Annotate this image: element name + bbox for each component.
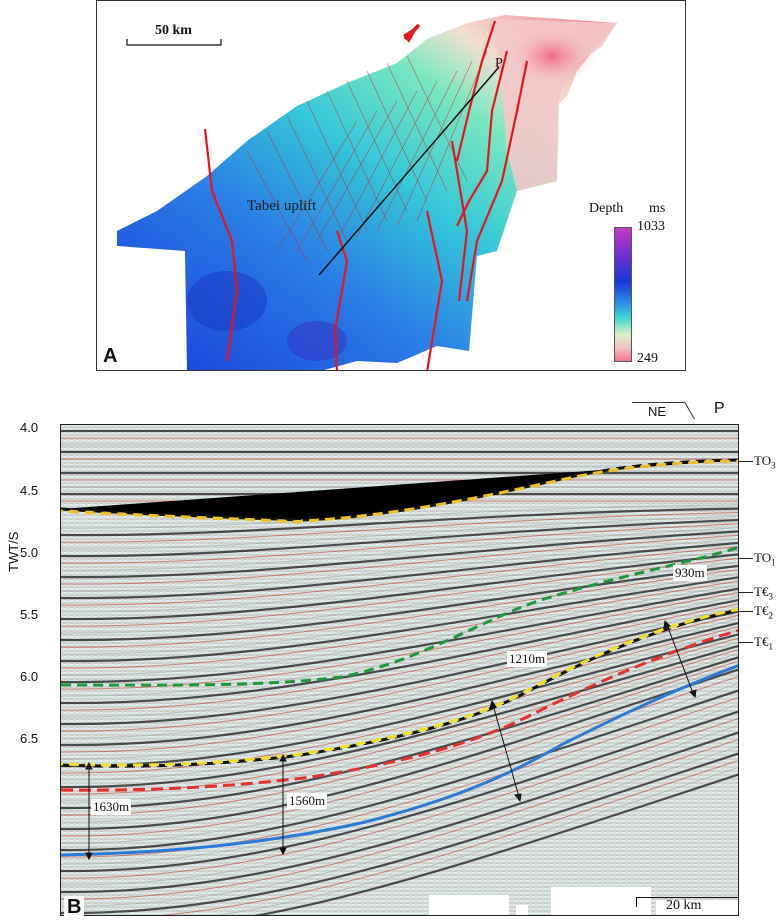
y-tick: 5.5 (20, 607, 39, 622)
reflector-line (254, 773, 738, 915)
reflector-line (61, 752, 738, 915)
horizon-label-to1: TO1 (754, 550, 776, 568)
scale-bar-b: 20 km (636, 895, 738, 915)
horizon-label-te3: T€3 (754, 584, 773, 602)
y-tick: 4.0 (20, 420, 39, 435)
depth-colorbar (614, 227, 632, 362)
reflector-line (61, 587, 738, 684)
y-tick: 4.5 (20, 483, 39, 498)
reflector-line (61, 668, 738, 831)
thickness-arrows (85, 619, 697, 861)
horizon-label-te1: T€1 (754, 634, 773, 652)
reflector-line (61, 739, 738, 900)
reflector-line (61, 504, 738, 529)
reflector-line (61, 656, 738, 810)
reflector-line (61, 530, 738, 579)
reflector-line (61, 595, 738, 697)
reflector-line (61, 610, 738, 726)
reflector-line (61, 511, 738, 543)
thickness-label: 930m (673, 565, 707, 581)
reflector-line (61, 557, 738, 627)
reflector-line (61, 614, 738, 732)
y-tick: 6.0 (20, 669, 39, 684)
horizon-te1 (61, 664, 738, 857)
reflector-line (61, 731, 738, 894)
seismic-section: 930m 1210m 1630m 1560m 20 km (60, 424, 739, 916)
horizon-te2 (61, 629, 738, 792)
direction-marker: NE P (632, 400, 725, 422)
reflector-line (61, 541, 738, 600)
reflector-line (61, 580, 738, 669)
reflector-line (61, 584, 738, 676)
reflector-line (61, 725, 738, 886)
reflector-line (61, 527, 738, 571)
horizon-te3 (61, 608, 738, 768)
reflector-line (61, 592, 738, 690)
reflector-line (61, 553, 738, 621)
reflector-line (61, 607, 738, 718)
panel-letter-a: A (103, 345, 118, 367)
thickness-label: 1210m (507, 651, 548, 667)
reflector-line (61, 515, 738, 550)
reflector-line (61, 576, 738, 663)
reflector-line (61, 664, 738, 823)
reflector-line (61, 626, 738, 753)
reflector-line (61, 649, 738, 795)
direction-label: NE (648, 404, 667, 419)
legend-min: 249 (637, 351, 658, 366)
reflector-line (61, 538, 738, 592)
reflector-line (61, 633, 738, 768)
reflector-line (216, 767, 738, 915)
region-label: Tabei uplift (247, 198, 317, 214)
reflector-line (61, 644, 738, 789)
y-tick: 5.0 (20, 545, 39, 560)
depth-map (117, 15, 617, 370)
horizon-to1 (61, 546, 738, 687)
reflector-line (61, 534, 738, 585)
profile-line (318, 66, 500, 276)
legend-unit: ms (649, 201, 666, 216)
scale-label-b: 20 km (666, 898, 702, 913)
reflector-line (61, 718, 738, 879)
reflector-line (61, 660, 738, 816)
legend-max: 1033 (637, 219, 665, 234)
panel-letter-b: B (64, 896, 85, 919)
panel-a-map: 50 km Tabei uplift P Depth ms 1033 249 A (96, 0, 686, 371)
red-arrow-icon (403, 23, 421, 43)
reflector-line (61, 637, 738, 774)
reflector-line (61, 507, 738, 537)
reflector-line (61, 550, 738, 613)
reflector-line (61, 546, 738, 606)
reflector-line (61, 599, 738, 705)
reflector-line (61, 523, 738, 564)
reflector-line (160, 760, 738, 915)
reflector-line (61, 710, 738, 873)
horizon-label-te2: T€2 (754, 603, 773, 621)
reflector-line (61, 518, 738, 558)
reflector-line (61, 564, 738, 642)
scale-bar-a (126, 39, 222, 46)
profile-point-b: P (714, 400, 725, 417)
thickness-label: 1630m (91, 799, 132, 815)
reflector-line (61, 697, 738, 858)
profile-point-a: P (495, 56, 503, 71)
thickness-label: 1560m (287, 793, 328, 809)
horizon-to3 (61, 458, 738, 522)
legend-title: Depth (589, 201, 624, 216)
major-faults (203, 20, 529, 370)
reflector-line (61, 603, 738, 711)
reflector-line (61, 653, 738, 802)
reflector-line (61, 572, 738, 655)
scale-label-a: 50 km (155, 23, 192, 38)
reflector-line (61, 569, 738, 648)
reflector-line (61, 630, 738, 760)
reflector-line (61, 746, 738, 907)
reflector-line (61, 689, 738, 852)
reflector-line (61, 683, 738, 844)
y-axis-label: TWT/S (6, 531, 21, 572)
horizon-label-to3: TO3 (754, 453, 776, 471)
reflector-line (61, 621, 738, 747)
y-tick: 6.5 (20, 731, 39, 746)
